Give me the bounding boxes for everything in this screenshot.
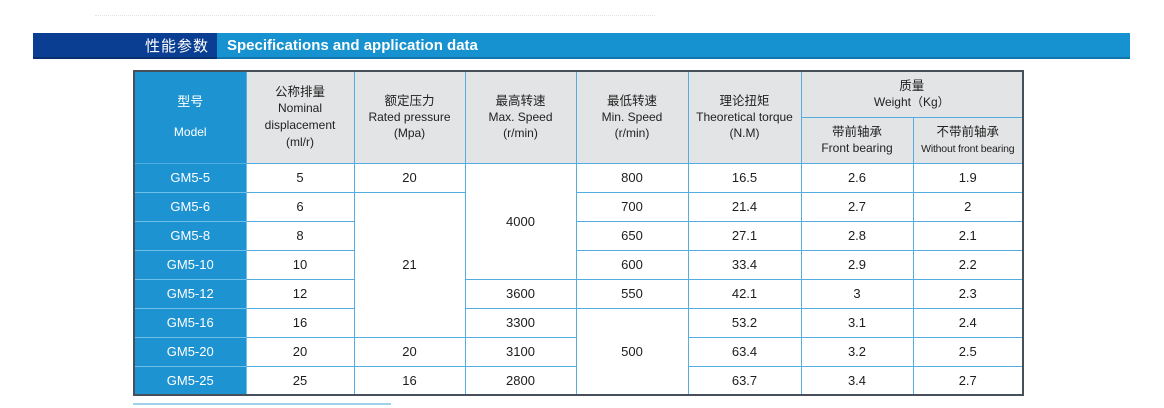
cell-without-front-bearing: 2.2 — [912, 249, 1024, 280]
cell-torque: 53.2 — [687, 307, 802, 338]
cell-without-front-bearing: 2.1 — [912, 220, 1024, 251]
cell-displacement: 20 — [245, 336, 355, 367]
cell-pressure: 16 — [353, 365, 466, 396]
cell-displacement: 16 — [245, 307, 355, 338]
cell-front-bearing: 2.6 — [800, 162, 914, 193]
cell-displacement: 25 — [245, 365, 355, 396]
col-header-torque: 理论扭矩 Theoretical torque (N.M) — [687, 70, 802, 164]
cell-min-speed: 600 — [575, 249, 689, 280]
cell-front-bearing: 2.9 — [800, 249, 914, 280]
col-header-weight: 质量 Weight（Kg） — [800, 70, 1024, 118]
table-row: GM5-16 16 3300 500 53.2 3.1 2.4 — [133, 307, 1024, 396]
cell-displacement: 12 — [245, 278, 355, 309]
cell-torque: 63.7 — [687, 365, 802, 396]
cell-front-bearing: 3.1 — [800, 307, 914, 338]
cell-without-front-bearing: 2.7 — [912, 365, 1024, 396]
cropped-next-element-edge — [133, 403, 391, 405]
section-title-english: Specifications and application data — [217, 33, 1130, 59]
cell-displacement: 6 — [245, 191, 355, 222]
cell-front-bearing: 3 — [800, 278, 914, 309]
col-header-without-front-bearing: 不带前轴承 Without front bearing — [912, 116, 1024, 164]
cell-without-front-bearing: 2.3 — [912, 278, 1024, 309]
cell-model: GM5-25 — [133, 365, 247, 396]
cell-pressure: 20 — [353, 162, 466, 193]
cell-without-front-bearing: 2.5 — [912, 336, 1024, 367]
cell-max-speed: 3100 — [464, 336, 577, 367]
col-header-min-speed: 最低转速 Min. Speed (r/min) — [575, 70, 689, 164]
col-header-pressure: 额定压力 Rated pressure (Mpa) — [353, 70, 466, 164]
cell-torque: 16.5 — [687, 162, 802, 193]
cell-model: GM5-16 — [133, 307, 247, 338]
cell-front-bearing: 2.8 — [800, 220, 914, 251]
cell-model: GM5-6 — [133, 191, 247, 222]
cell-min-speed: 550 — [575, 278, 689, 309]
cell-min-speed: 700 — [575, 191, 689, 222]
cell-displacement: 10 — [245, 249, 355, 280]
cell-displacement: 5 — [245, 162, 355, 193]
faint-page-line — [95, 15, 655, 16]
col-header-model: 型号 Model — [133, 70, 247, 164]
table-row: GM5-20 20 20 3100 63.4 3.2 2.5 — [133, 336, 1024, 367]
cell-max-speed: 2800 — [464, 365, 577, 396]
section-title-bar: 性能参数 Specifications and application data — [33, 33, 1130, 59]
cell-max-speed: 3600 — [464, 278, 577, 309]
cell-model: GM5-5 — [133, 162, 247, 193]
cell-front-bearing: 2.7 — [800, 191, 914, 222]
cell-model: GM5-12 — [133, 278, 247, 309]
cell-model: GM5-20 — [133, 336, 247, 367]
table-row: GM5-25 25 16 2800 63.7 3.4 2.7 — [133, 365, 1024, 396]
cell-displacement: 8 — [245, 220, 355, 251]
cell-min-speed: 650 — [575, 220, 689, 251]
cell-max-speed: 3300 — [464, 307, 577, 338]
table-row: GM5-12 12 3600 550 42.1 3 2.3 — [133, 278, 1024, 309]
table-row: GM5-5 5 20 4000 800 16.5 2.6 1.9 — [133, 162, 1024, 280]
cell-front-bearing: 3.2 — [800, 336, 914, 367]
specifications-table: 型号 Model 公称排量 Nominal displacement (ml/r… — [133, 70, 1024, 396]
cell-without-front-bearing: 1.9 — [912, 162, 1024, 193]
cell-max-speed: 4000 — [464, 162, 577, 280]
table-row: GM5-6 6 21 700 21.4 2.7 2 — [133, 191, 1024, 338]
cell-front-bearing: 3.4 — [800, 365, 914, 396]
col-header-front-bearing: 带前轴承 Front bearing — [800, 116, 914, 164]
cell-torque: 63.4 — [687, 336, 802, 367]
cell-without-front-bearing: 2.4 — [912, 307, 1024, 338]
cell-min-speed: 500 — [575, 307, 689, 396]
cell-torque: 27.1 — [687, 220, 802, 251]
cell-without-front-bearing: 2 — [912, 191, 1024, 222]
table-row: GM5-8 8 650 27.1 2.8 2.1 — [133, 220, 1024, 251]
col-header-displacement: 公称排量 Nominal displacement (ml/r) — [245, 70, 355, 164]
cell-model: GM5-10 — [133, 249, 247, 280]
cell-model: GM5-8 — [133, 220, 247, 251]
cell-min-speed: 800 — [575, 162, 689, 193]
section-title-chinese: 性能参数 — [33, 33, 217, 59]
cell-torque: 42.1 — [687, 278, 802, 309]
cell-torque: 21.4 — [687, 191, 802, 222]
cell-pressure: 21 — [353, 191, 466, 338]
specifications-table-container: 型号 Model 公称排量 Nominal displacement (ml/r… — [133, 70, 1024, 396]
cell-torque: 33.4 — [687, 249, 802, 280]
col-header-max-speed: 最高转速 Max. Speed (r/min) — [464, 70, 577, 164]
table-row: GM5-10 10 600 33.4 2.9 2.2 — [133, 249, 1024, 280]
cell-pressure: 20 — [353, 336, 466, 367]
